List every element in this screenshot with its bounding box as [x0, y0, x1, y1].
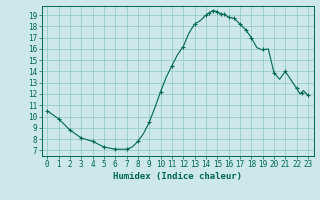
- X-axis label: Humidex (Indice chaleur): Humidex (Indice chaleur): [113, 172, 242, 181]
